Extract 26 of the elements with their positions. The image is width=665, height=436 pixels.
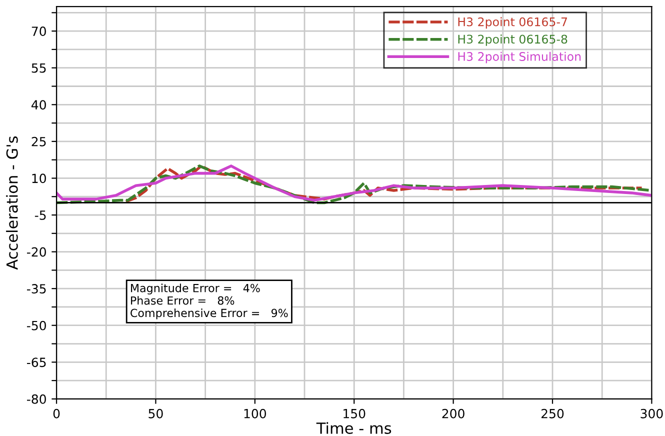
x-tick-label: 200	[442, 408, 464, 418]
x-tick-label: 100	[244, 408, 266, 418]
text: H3 2point 06165-8	[458, 34, 568, 46]
y-tick-label: -65	[27, 358, 46, 368]
x-tick-label: 50	[148, 408, 163, 418]
y-axis-title: Acceleration - G's	[6, 136, 18, 270]
annotation: Magnitude Error = 4%	[131, 284, 260, 294]
text: H3 2point Simulation	[458, 52, 581, 64]
x-tick-label: 300	[640, 408, 663, 418]
x-tick-label: 250	[541, 408, 564, 418]
y-tick-label: -80	[27, 394, 46, 404]
x-tick-label: 150	[344, 408, 366, 418]
y-tick-label: -20	[27, 247, 46, 257]
annotation: Comprehensive Error = 9%	[130, 308, 288, 320]
y-tick-label: 10	[32, 174, 46, 184]
text: H3 2point 06165-7	[458, 17, 567, 29]
y-tick-label: -50	[27, 320, 46, 330]
y-tick-label: 70	[32, 26, 46, 36]
y-tick-label: 55	[32, 63, 46, 73]
y-tick-label: 25	[32, 136, 46, 146]
x-tick-label: 0	[53, 408, 60, 418]
y-tick-label: 40	[32, 100, 46, 110]
y-tick-label: -35	[27, 284, 46, 294]
x-axis-title: Time - ms	[316, 422, 392, 434]
y-tick-label: -5	[34, 210, 46, 220]
annotation: Phase Error = 8%	[131, 296, 234, 305]
